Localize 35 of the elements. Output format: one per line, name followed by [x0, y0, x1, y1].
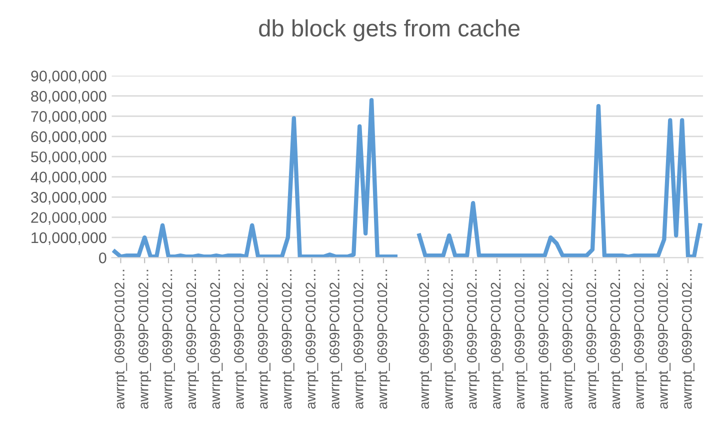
x-tick-label: awrrpt_0699PC0102… — [538, 270, 552, 409]
y-tick-label: 70,000,000 — [31, 111, 106, 124]
x-tick-label: awrrpt_0699PC0102… — [210, 270, 223, 409]
y-tick-label: 20,000,000 — [31, 212, 106, 225]
y-tick-label: 60,000,000 — [31, 131, 106, 144]
x-tick-label: awrrpt_0699PC0102… — [634, 270, 647, 409]
y-tick-label: 0 — [98, 252, 106, 264]
x-tick-label: awrrpt_0699PC0102… — [562, 270, 576, 409]
x-tick-label: awrrpt_0699PC0102… — [282, 270, 294, 409]
y-tick-label: 80,000,000 — [31, 90, 106, 104]
x-tick-label: awrrpt_0699PC0102… — [162, 270, 175, 409]
y-tick-label: 30,000,000 — [31, 192, 106, 205]
y-tick-label: 90,000,000 — [31, 70, 106, 84]
y-tick-label: 50,000,000 — [31, 151, 106, 164]
x-tick-label: awrrpt_0699PC0102… — [186, 270, 199, 409]
y-tick-label: 40,000,000 — [30, 172, 106, 184]
x-tick-label: awrrpt_0699PC0102… — [258, 270, 271, 409]
x-tick-label: awrrpt_0699PC0102… — [377, 270, 390, 409]
x-tick-label: awrrpt_0699PC0102… — [586, 270, 599, 409]
x-tick-label: awrrpt_0699PC0102… — [353, 270, 366, 409]
x-tick-label: awrrpt_0699PC0102… — [419, 270, 432, 409]
x-tick-label: awrrpt_0699PC0102… — [138, 270, 152, 409]
x-tick-label: awrrpt_0699PC0102… — [610, 270, 623, 409]
x-tick-label: awrrpt_0699PC0102… — [443, 270, 456, 409]
x-tick-label: awrrpt_0699PC0102… — [490, 270, 504, 409]
x-tick-label: awrrpt_0699PC0102… — [114, 270, 128, 409]
x-tick-label: awrrpt_0699PC0102… — [306, 270, 318, 409]
chart-title: db block gets from cache — [259, 19, 520, 42]
x-tick-label: awrrpt_0699PC0102… — [514, 270, 528, 409]
y-tick-label: 10,000,000 — [32, 232, 106, 245]
x-tick-label: awrrpt_0699PC0102… — [234, 270, 247, 409]
x-tick-label: awrrpt_0699PC0102… — [330, 270, 342, 409]
x-tick-label: awrrpt_0699PC0102… — [658, 270, 671, 409]
x-tick-label: awrrpt_0699PC0102… — [466, 270, 480, 409]
x-tick-label: awrrpt_0699PC0102… — [682, 270, 695, 409]
